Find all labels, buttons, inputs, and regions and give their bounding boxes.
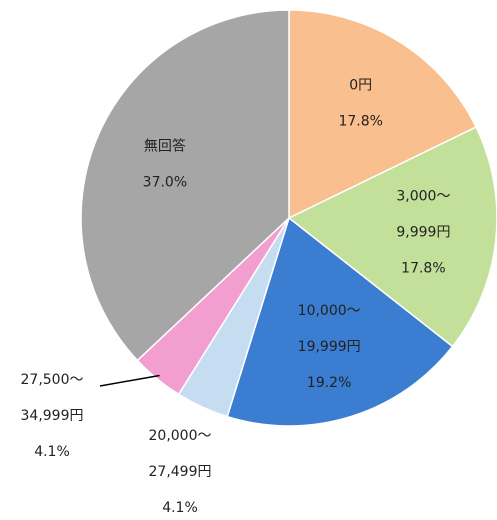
pie-slice: [288, 9, 478, 220]
leader-line: [99, 374, 160, 387]
slice-label: 27,500～: [21, 372, 84, 388]
slice-value: 17.8%: [401, 260, 445, 276]
slice-label: 9,999円: [396, 224, 450, 240]
slice-value: 4.1%: [34, 444, 70, 460]
slice-label: 無回答: [144, 137, 186, 154]
slice-label: 0円: [349, 77, 372, 93]
slice-label: 34,999円: [21, 408, 84, 424]
slice-value: 19.2%: [307, 375, 351, 391]
slice-value: 4.1%: [162, 500, 198, 516]
slice-label: 10,000～: [298, 303, 361, 319]
slice-label: 20,000～: [149, 428, 212, 444]
pie-slice: [226, 216, 454, 427]
slice-value: 17.8%: [338, 113, 382, 129]
slice-label: 3,000～: [396, 188, 450, 204]
pie-slice: [80, 9, 290, 362]
slice-label: 27,499円: [149, 464, 212, 480]
slice-value: 37.0%: [143, 174, 187, 190]
pie-slice: [287, 126, 497, 348]
slice-label: 19,999円: [298, 339, 361, 355]
